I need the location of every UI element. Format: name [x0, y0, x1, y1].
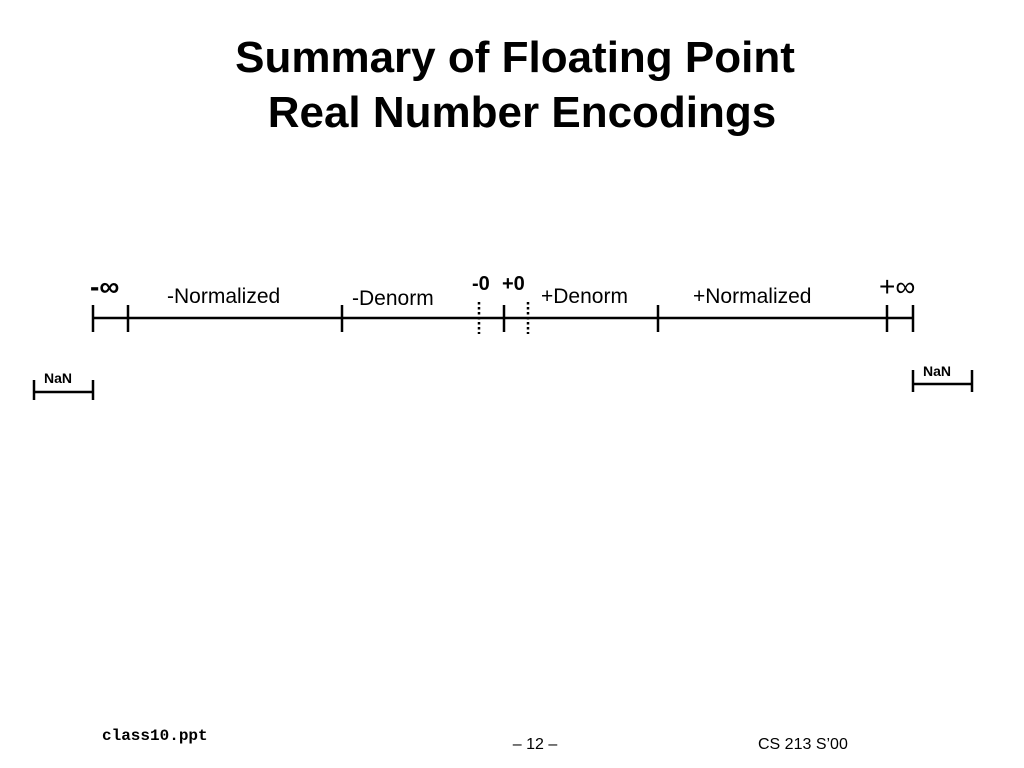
label-pos-denorm: +Denorm: [541, 285, 628, 308]
footer-page-number: – 12 –: [512, 736, 558, 753]
label-nan-left: NaN: [44, 370, 72, 386]
label-pos-zero: +0: [502, 273, 525, 295]
label-pos-normalized: +Normalized: [693, 285, 811, 308]
label-neg-normalized: -Normalized: [167, 285, 280, 308]
label-neg-zero: -0: [472, 273, 490, 295]
label-neg-infinity: -∞: [90, 271, 119, 302]
label-pos-infinity: +∞: [879, 271, 915, 302]
title-line-2: Real Number Encodings: [267, 88, 777, 137]
label-nan-right: NaN: [923, 363, 951, 379]
slide-title: Summary of Floating Point Real Number En…: [0, 30, 1024, 140]
label-neg-denorm: -Denorm: [352, 287, 434, 310]
footer-filename: class10.ppt: [102, 727, 208, 745]
title-line-1: Summary of Floating Point: [235, 33, 795, 82]
footer-course: CS 213 S’00: [758, 736, 848, 753]
